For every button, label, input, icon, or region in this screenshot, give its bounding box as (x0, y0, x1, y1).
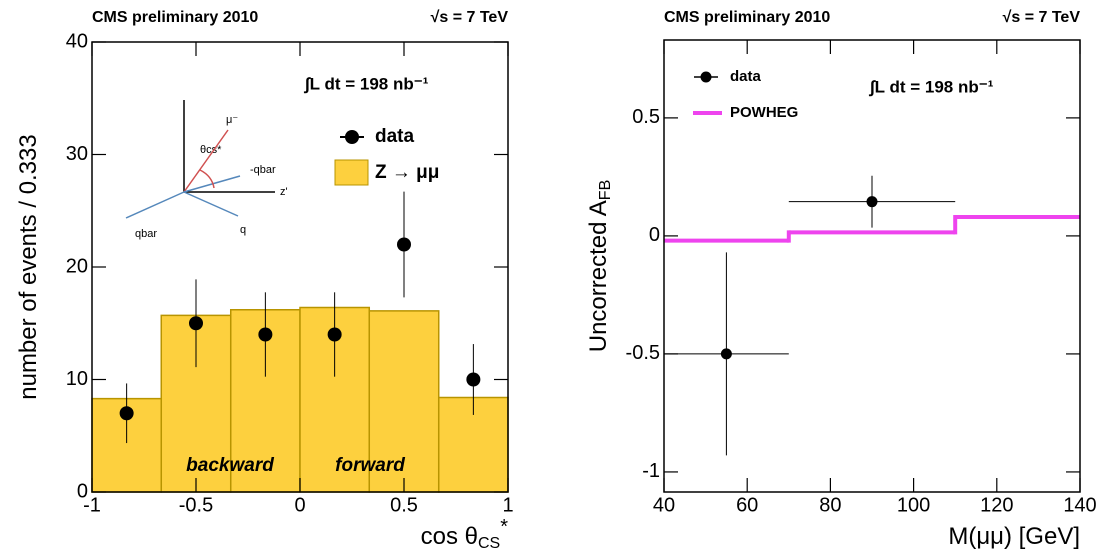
x-tick-label: -1 (83, 494, 101, 516)
diagram-label: qbar (135, 228, 157, 240)
x-tick-label: -0.5 (179, 494, 213, 516)
y-tick-label: 20 (66, 255, 88, 277)
y-tick-label: 30 (66, 143, 88, 165)
qbar-arrow (125, 191, 185, 219)
lumi-annotation: ∫L dt = 198 nb⁻¹ (868, 77, 994, 96)
x-tick-label: 100 (897, 494, 930, 516)
chart-title: CMS preliminary 2010 (664, 9, 830, 26)
x-tick-label: 80 (819, 494, 841, 516)
data-point (866, 196, 878, 208)
y-axis-label: Uncorrected AFB (585, 180, 614, 353)
chart-title: CMS preliminary 2010 (92, 9, 258, 26)
x-axis-label-main: cos θ (421, 523, 478, 550)
y-axis-label: number of events / 0.333 (15, 134, 42, 400)
data-point (720, 348, 732, 360)
x-axis-label-sup: * (500, 516, 508, 538)
y-tick-label: 0 (649, 224, 660, 246)
y-tick-label: 10 (66, 368, 88, 390)
direction-label: forward (335, 455, 405, 476)
y-tick-label: 0 (77, 480, 88, 502)
y-axis-label-main: Uncorrected A (585, 200, 612, 352)
legend-marker (345, 130, 359, 144)
data-point (189, 316, 203, 331)
diagram-label: μ⁻ (226, 114, 238, 126)
y-tick-label: -1 (642, 460, 660, 482)
legend-label: POWHEG (730, 104, 798, 121)
chart-subtitle: √s = 7 TeV (1003, 9, 1081, 26)
y-axis-label-main: number of events / 0.333 (15, 134, 42, 400)
y-tick-label: 0.5 (632, 106, 660, 128)
legend-swatch (334, 159, 369, 186)
q-arrow (183, 191, 239, 217)
y-axis-label-sub: FB (597, 180, 614, 200)
legend-marker (700, 71, 712, 83)
diagram-label: q (240, 224, 246, 236)
x-axis-label-sub: CS (478, 535, 500, 552)
plot-frame (663, 39, 1081, 493)
lumi-annotation: ∫L dt = 198 nb⁻¹ (303, 74, 429, 93)
legend-label: data (375, 126, 415, 147)
data-point (258, 327, 273, 342)
data-point (119, 406, 134, 421)
direction-label: backward (186, 455, 274, 476)
x-tick-label: 60 (736, 494, 758, 516)
y-tick-label: 40 (66, 30, 88, 52)
diagram-label: z' (280, 186, 288, 198)
histogram-bar (368, 310, 440, 493)
muon-arrow (183, 129, 229, 193)
x-tick-label: 140 (1063, 494, 1096, 516)
x-axis-label: M(μμ) [GeV] (948, 523, 1080, 550)
data-point (327, 327, 342, 342)
x-tick-label: 120 (980, 494, 1013, 516)
x-tick-label: 1 (502, 494, 513, 516)
chart-subtitle: √s = 7 TeV (431, 9, 509, 26)
x-axis-label-main: M(μμ) [GeV] (948, 523, 1080, 550)
coordinate-diagram (125, 100, 275, 219)
x-tick-label: 0 (294, 494, 305, 516)
neg-qbar-arrow (183, 175, 241, 193)
legend-label: data (730, 68, 762, 85)
data-point (466, 372, 481, 387)
x-tick-label: 40 (653, 494, 675, 516)
x-axis-label: cos θCS* (421, 516, 509, 552)
data-point (397, 237, 411, 252)
legend-label: Z → μμ (375, 162, 439, 183)
x-tick-label: 0.5 (390, 494, 418, 516)
y-tick-label: -0.5 (626, 342, 660, 364)
angle-arc (199, 169, 215, 189)
diagram-label: -qbar (250, 164, 276, 176)
